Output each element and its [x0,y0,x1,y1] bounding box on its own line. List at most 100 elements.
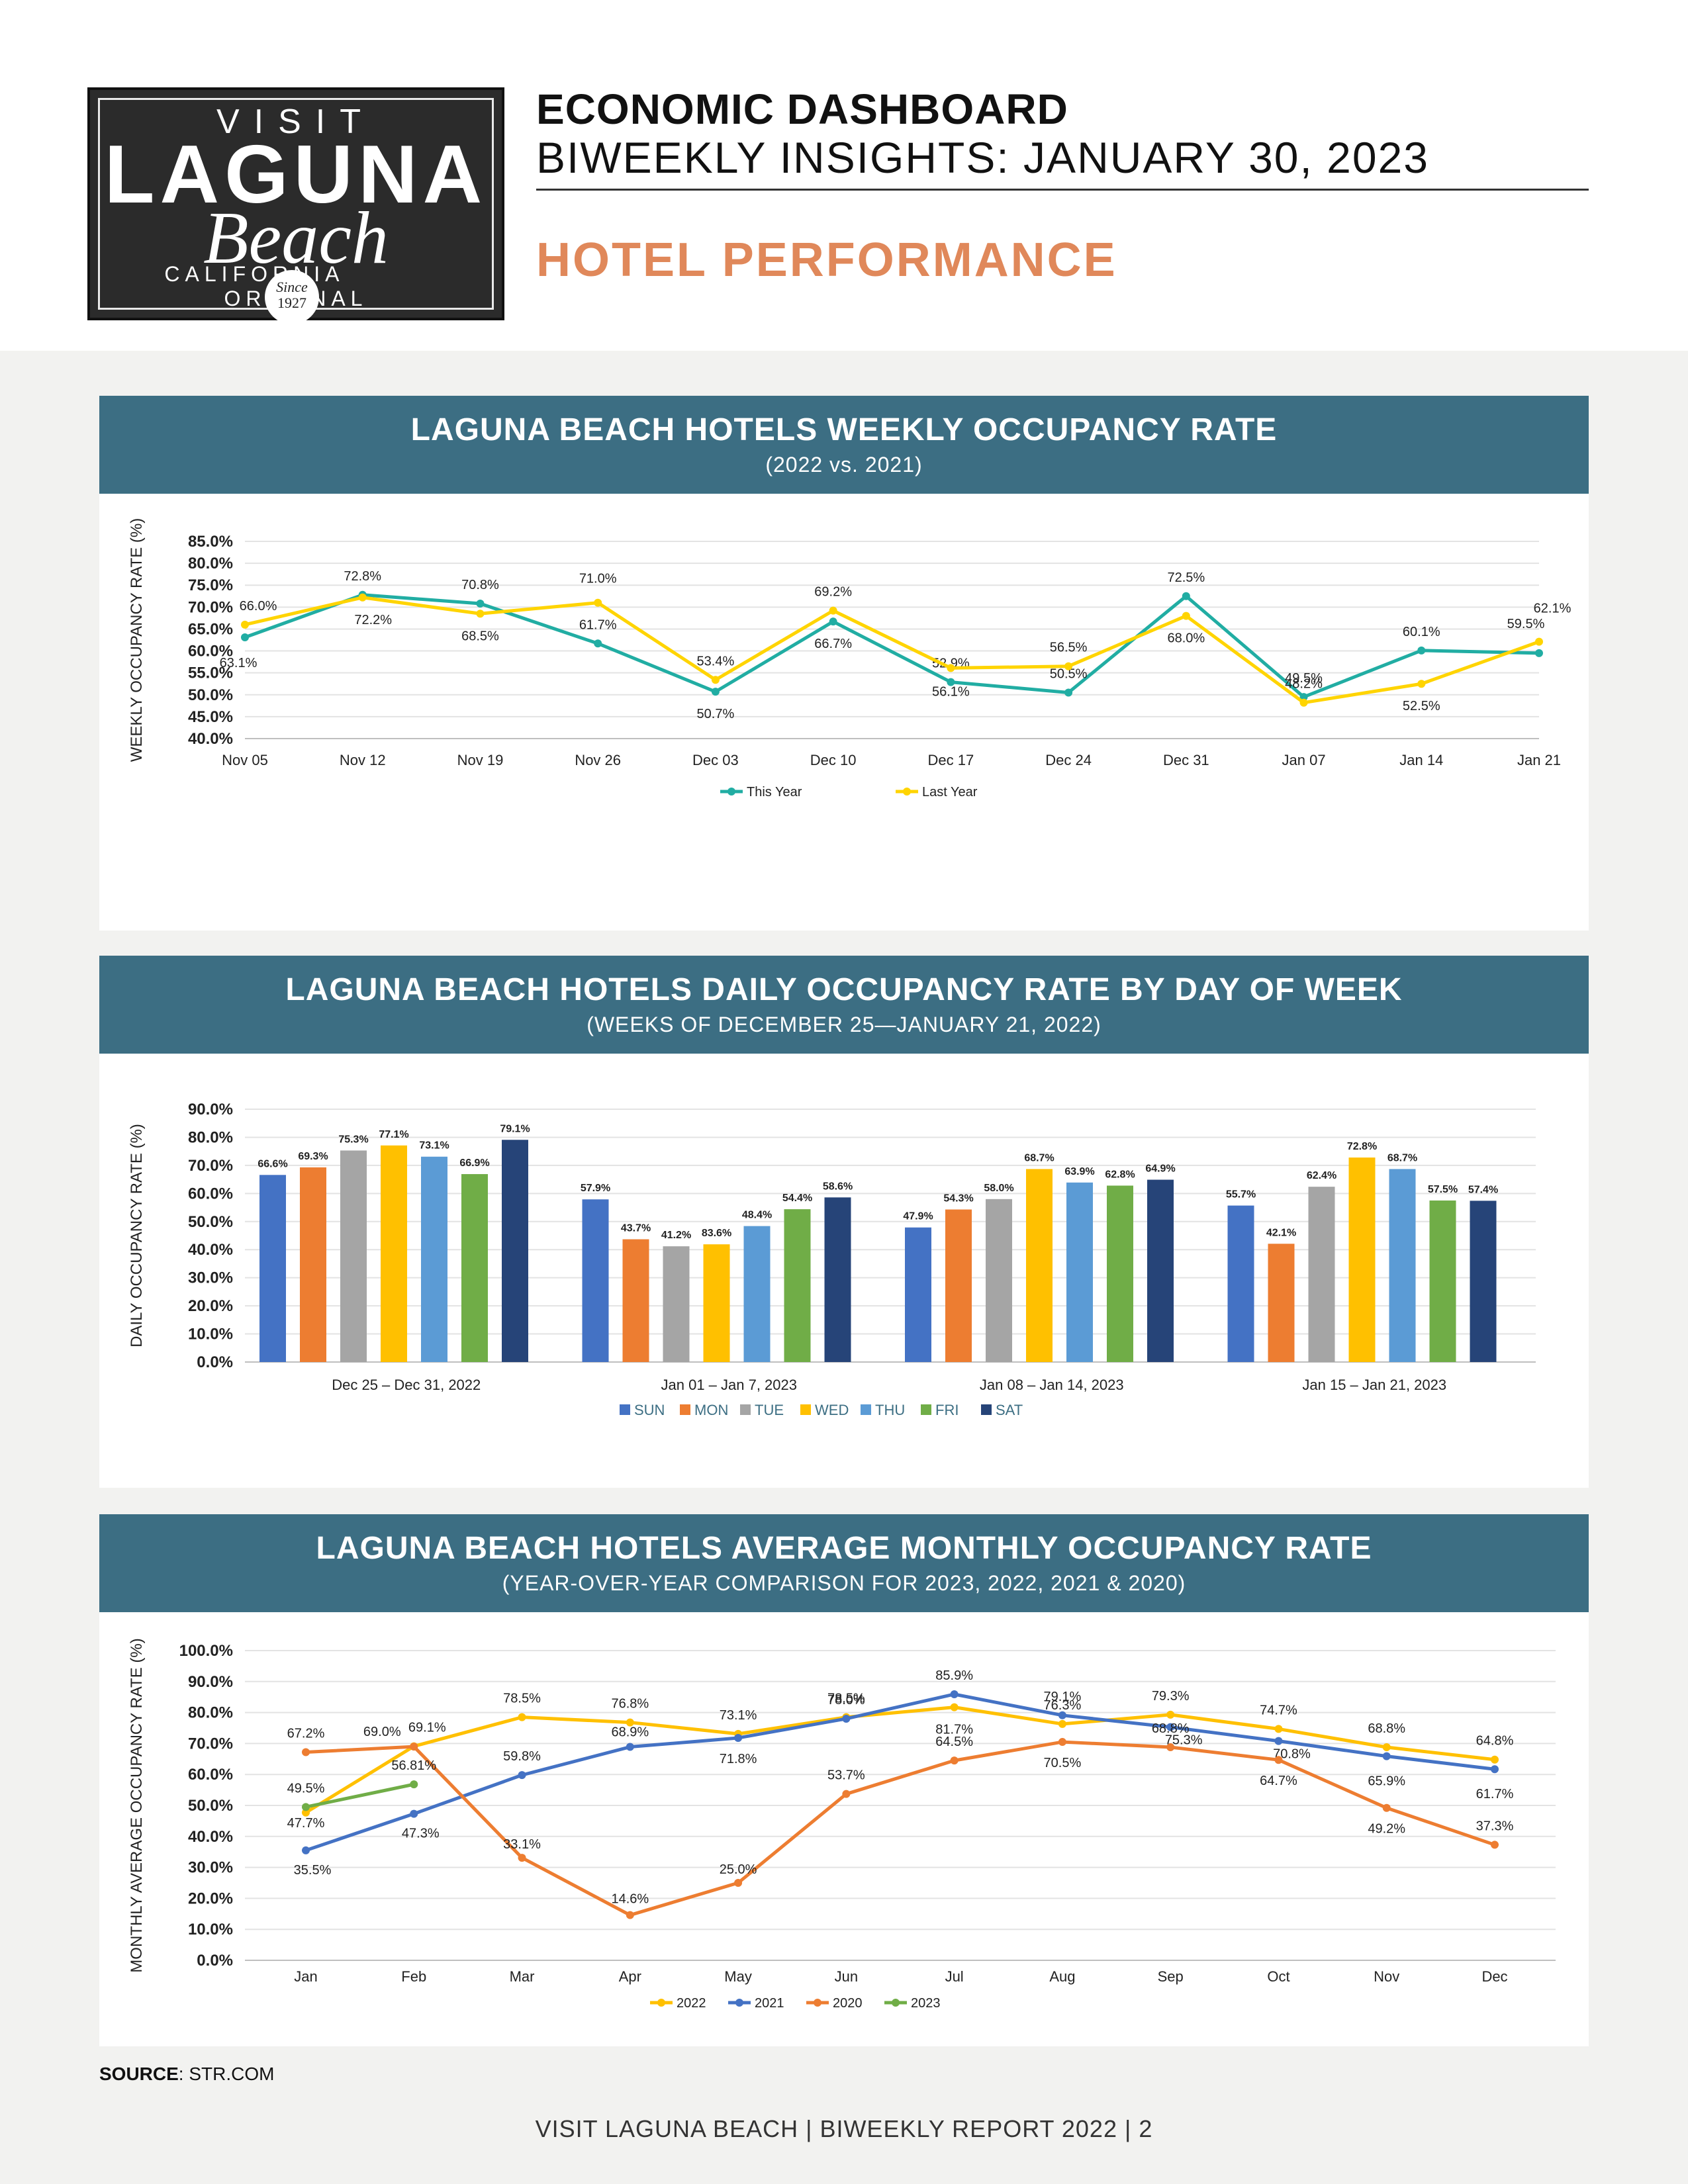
data-point [1064,688,1073,697]
bar-value-label: 58.6% [823,1181,853,1192]
bar-sat [1147,1179,1174,1362]
bar-thu [1389,1169,1416,1362]
logo-year-text: 1927 [277,295,306,311]
data-point [1535,649,1543,657]
x-tick-label: Nov 12 [340,752,386,768]
chart-title: LAGUNA BEACH HOTELS DAILY OCCUPANCY RATE… [285,972,1403,1007]
bar-value-label: 69.3% [298,1151,328,1162]
data-label: 65.9% [1368,1774,1405,1789]
y-axis-label: DAILY OCCUPANCY RATE (%) [128,1124,146,1347]
bar-value-label: 73.1% [419,1140,449,1152]
data-label: 50.5% [1050,666,1088,681]
legend-label: 2022 [677,1996,706,2011]
data-label: 67.2% [287,1727,325,1741]
data-point [711,676,720,684]
data-label: 53.4% [697,654,735,668]
bar-thu [743,1226,771,1362]
data-point [1382,1743,1391,1752]
bar-value-label: 83.6% [702,1228,731,1239]
legend-swatch [861,1404,871,1415]
data-point [734,1733,743,1742]
logo-laguna-text: LAGUNA [104,129,488,220]
bar-value-label: 68.7% [1024,1152,1054,1163]
y-tick-label: 80.0% [188,1128,233,1146]
legend-marker [727,788,735,796]
bar-wed [1026,1169,1053,1362]
data-point [410,1743,418,1751]
data-point [842,1714,851,1723]
data-point [829,617,837,626]
title-divider [536,189,1589,191]
y-tick-label: 40.0% [188,1828,233,1846]
data-label: 74.7% [1260,1703,1297,1717]
data-point [1535,637,1543,646]
data-label: 78.5% [503,1692,541,1706]
logo-since-badge: Since 1927 [265,270,319,324]
data-label: 53.7% [827,1768,865,1783]
data-label: 71.8% [720,1752,757,1766]
weekly-occupancy-banner: LAGUNA BEACH HOTELS WEEKLY OCCUPANCY RAT… [99,396,1589,494]
data-label: 64.7% [1260,1774,1297,1788]
legend-marker [903,788,911,796]
data-point [1182,612,1190,620]
data-label: 68.8% [1152,1721,1190,1736]
x-tick-label: Jan [294,1968,317,1985]
legend-label: FRI [935,1402,959,1418]
y-tick-label: 20.0% [188,1297,233,1315]
data-label: 85.9% [935,1668,973,1683]
legend-label: TUE [755,1402,784,1418]
data-label: 33.1% [503,1837,541,1852]
legend-label: THU [875,1402,905,1418]
legend-marker [892,1999,900,2007]
data-label: 35.5% [294,1863,332,1878]
y-axis-label: MONTHLY AVERAGE OCCUPANCY RATE (%) [128,1638,146,1972]
x-tick-label: Jul [945,1968,964,1985]
data-label: 69.2% [814,585,852,600]
legend-label: This Year [747,785,802,799]
bar-value-label: 57.9% [581,1183,610,1194]
data-point [518,1854,526,1862]
legend-swatch [981,1404,992,1415]
series-line-2020 [305,1740,1495,1917]
data-label: 49.5% [1285,671,1323,686]
bar-value-label: 55.7% [1226,1189,1256,1201]
bar-value-label: 66.6% [258,1158,287,1169]
bar-mon [945,1209,972,1362]
x-tick-label: Jan 01 – Jan 7, 2023 [661,1377,798,1393]
bar-value-label: 42.1% [1266,1227,1296,1238]
legend-label: MON [694,1402,728,1418]
data-point [626,1718,634,1727]
legend-swatch [800,1404,811,1415]
data-label: 68.0% [1167,631,1205,646]
y-tick-label: 80.0% [188,555,233,572]
bar-sun [1227,1205,1254,1362]
y-tick-label: 85.0% [188,533,233,551]
y-tick-label: 70.0% [188,1735,233,1752]
data-label: 79.1% [1044,1690,1082,1704]
source-text: : STR.COM [178,2064,275,2084]
legend-swatch [740,1404,751,1415]
bar-mon [1268,1244,1295,1362]
data-label: 76.3% [1044,1698,1082,1713]
legend-swatch [620,1404,630,1415]
data-label: 56.81% [391,1758,436,1773]
x-tick-label: Jan 15 – Jan 21, 2023 [1302,1377,1446,1393]
data-point [518,1771,526,1780]
data-label: 70.8% [461,578,499,592]
data-point [1299,698,1308,707]
data-point [947,678,955,686]
dashboard-subtitle: BIWEEKLY INSIGHTS: JANUARY 30, 2023 [536,133,1429,182]
data-label: 75.3% [1165,1733,1203,1748]
monthly-occupancy-banner: LAGUNA BEACH HOTELS AVERAGE MONTHLY OCCU… [99,1514,1589,1612]
x-tick-label: May [724,1968,752,1985]
y-tick-label: 40.0% [188,730,233,748]
data-label: 48.2% [1285,677,1323,692]
y-tick-label: 100.0% [179,1642,233,1660]
y-tick-label: 75.0% [188,576,233,594]
data-point [302,1748,310,1756]
data-label: 66.7% [814,637,852,651]
monthly-occupancy-panel: LAGUNA BEACH HOTELS AVERAGE MONTHLY OCCU… [99,1514,1589,2046]
x-tick-label: Nov 05 [222,752,268,768]
data-point [1166,1723,1175,1731]
legend-label: SUN [634,1402,665,1418]
